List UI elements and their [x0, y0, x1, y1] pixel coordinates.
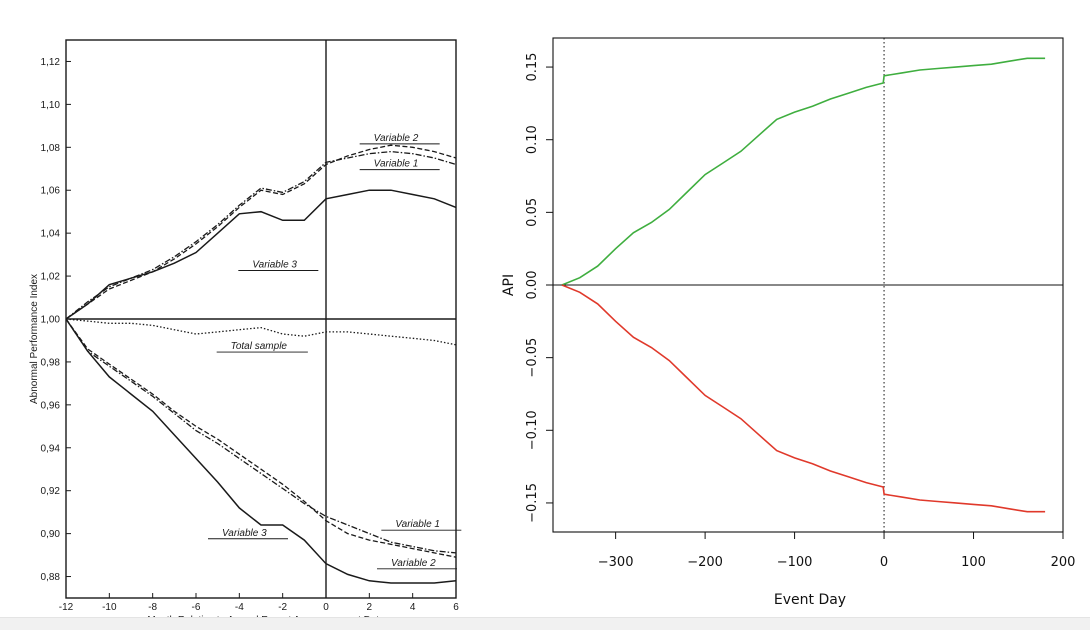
y-tick-label: 1,04 — [41, 229, 61, 240]
y-tick-label: 0,94 — [41, 443, 61, 454]
annotation-label: Variable 1 — [374, 159, 419, 170]
x-tick-label: −300 — [598, 555, 634, 570]
x-tick-label: -2 — [278, 602, 287, 613]
x-tick-label: -10 — [102, 602, 117, 613]
y-tick-label: −0.05 — [525, 338, 540, 378]
right-chart: −0.15 −0.10 −0.05 0.00 0.05 0.10 0.15 −300 −200 −… — [501, 37, 1076, 608]
left-chart: 0,88 0,90 0,92 0,94 0,96 0,98 1,00 1,02 1,04 1,06… — [29, 39, 462, 626]
bottom-scroll-strip — [0, 617, 1090, 630]
y-tick-label: 1,10 — [41, 100, 61, 111]
x-axis-title: Event Day — [774, 592, 846, 608]
x-tick-label: 200 — [1051, 555, 1076, 570]
y-tick-label: 0.10 — [525, 125, 540, 154]
y-tick-label: 1,12 — [41, 57, 61, 68]
y-tick-label: 0,88 — [41, 572, 61, 583]
x-tick-label: 100 — [961, 555, 986, 570]
series-line-variable-1 — [65, 318, 457, 554]
annotation-label: Total sample — [231, 341, 288, 352]
series-line-green — [561, 57, 1046, 286]
x-tick-label: 0 — [323, 602, 329, 613]
x-tick-label: -12 — [59, 602, 74, 613]
y-axis-title: Abnormal Performance Index — [29, 274, 40, 404]
y-tick-label: 1,06 — [41, 186, 61, 197]
annotation-label: Variable 3 — [222, 528, 267, 539]
annotation-label: Variable 2 — [391, 558, 436, 569]
y-tick-label: 0,96 — [41, 400, 61, 411]
x-tick-label: 6 — [453, 602, 459, 613]
annotation-label: Variable 1 — [395, 519, 440, 530]
y-tick-label: −0.10 — [525, 410, 540, 450]
y-tick-label: 0.05 — [525, 198, 540, 227]
annotation-label: Variable 2 — [374, 133, 419, 144]
y-axis-title: API — [501, 274, 517, 296]
x-tick-label: 4 — [410, 602, 416, 613]
x-tick-label: 0 — [880, 555, 888, 570]
x-tick-label: −100 — [777, 555, 813, 570]
y-tick-label: 0,98 — [41, 357, 61, 368]
y-tick-label: 0,92 — [41, 486, 61, 497]
y-tick-label: 0,90 — [41, 529, 61, 540]
y-tick-label: 1,08 — [41, 143, 61, 154]
series-line-red — [561, 284, 1046, 513]
series-line-variable-3 — [65, 318, 457, 584]
x-tick-label: -4 — [235, 602, 244, 613]
y-tick-label: 0.00 — [525, 271, 540, 300]
x-tick-label: −200 — [687, 555, 723, 570]
series-line-variable-3 — [65, 189, 457, 320]
x-tick-label: 2 — [367, 602, 373, 613]
annotation-label: Variable 3 — [252, 259, 297, 270]
series-line-variable-2 — [65, 318, 457, 558]
series-line-variable-1 — [65, 150, 457, 320]
series-line-variable-2 — [65, 144, 457, 320]
series-line-total-sample — [65, 318, 457, 346]
x-tick-label: -8 — [148, 602, 157, 613]
y-tick-label: 1,00 — [41, 315, 61, 326]
y-tick-label: 1,02 — [41, 272, 61, 283]
y-tick-label: 0.15 — [525, 53, 540, 82]
y-tick-label: −0.15 — [525, 483, 540, 523]
x-tick-label: -6 — [192, 602, 201, 613]
